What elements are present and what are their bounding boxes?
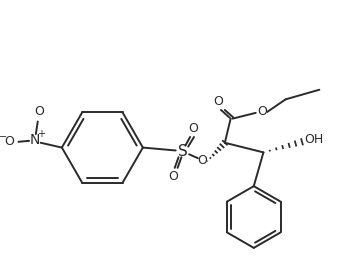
Text: N: N [30,133,40,147]
Text: +: + [36,129,45,139]
Text: O: O [34,105,44,118]
Text: O: O [168,170,178,183]
Text: −: − [0,132,7,142]
Text: O: O [188,122,198,135]
Text: S: S [178,144,187,159]
Text: O: O [213,95,223,108]
Text: O: O [257,105,267,118]
Text: O: O [4,135,14,148]
Text: OH: OH [304,133,323,146]
Text: O: O [198,154,208,167]
